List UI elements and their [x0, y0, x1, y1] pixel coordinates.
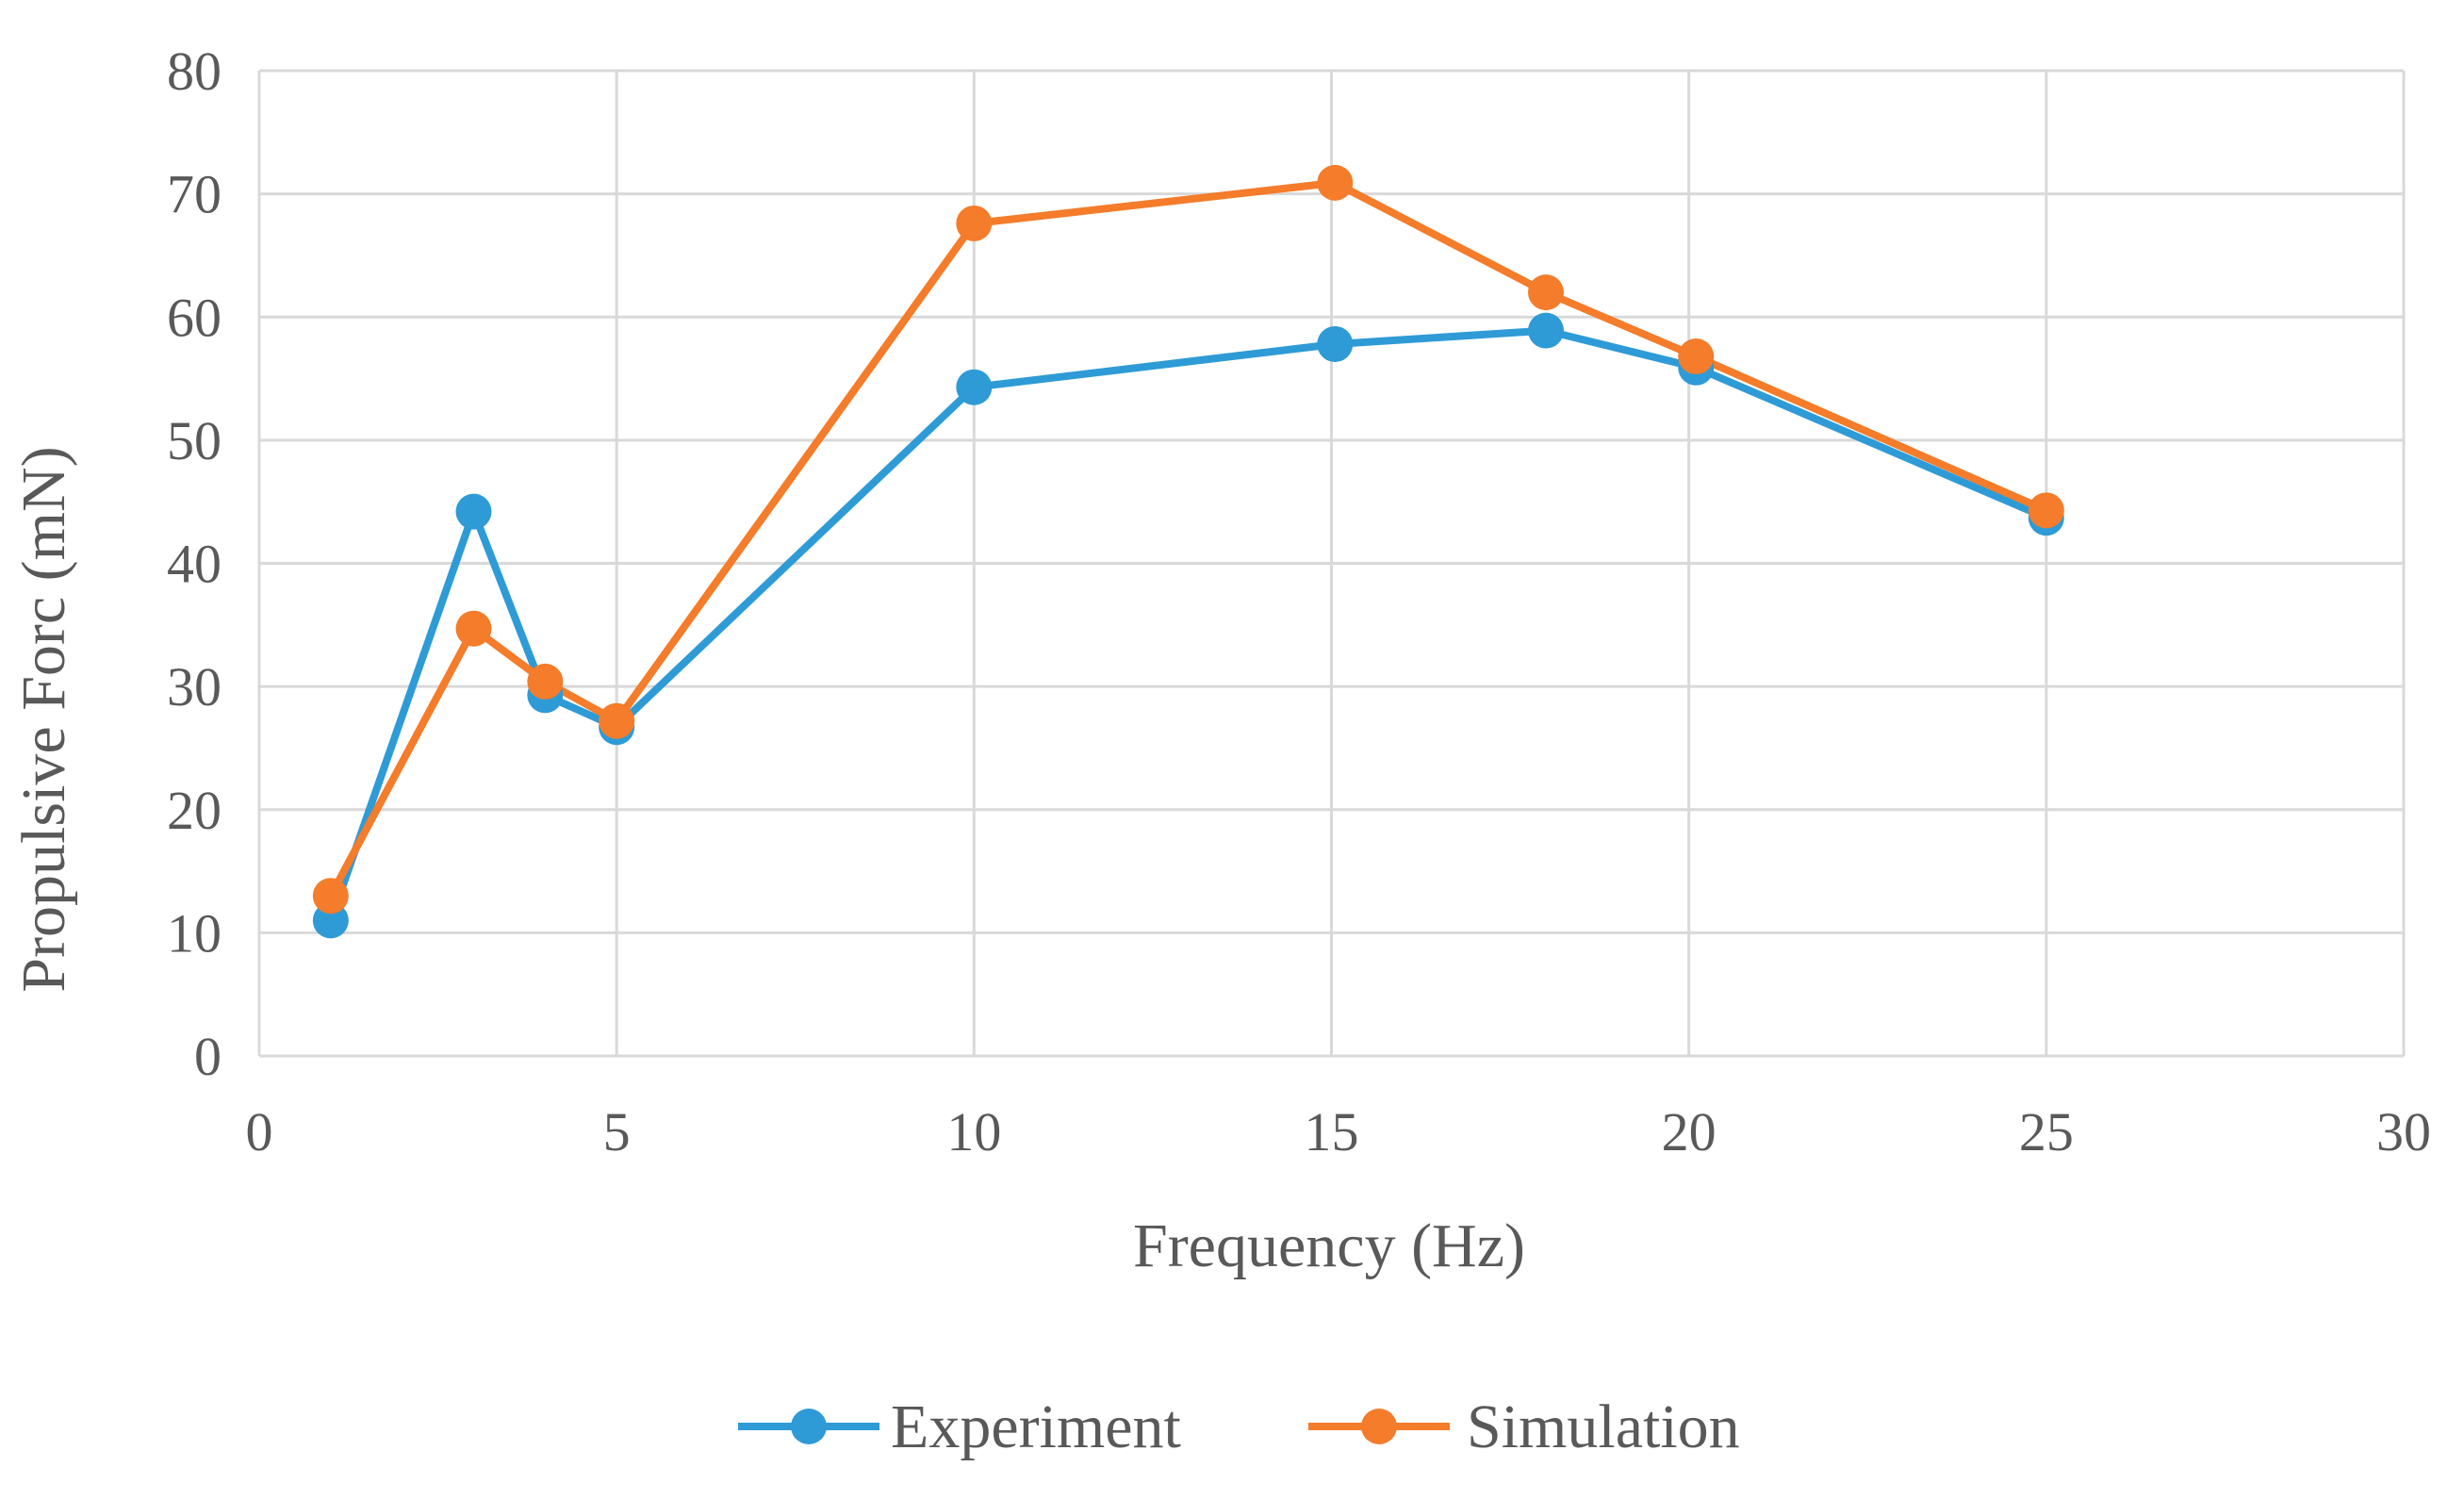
x-tick-label-20: 20	[1662, 1101, 1717, 1162]
y-tick-label-0: 0	[194, 1026, 222, 1087]
x-tick-label-0: 0	[246, 1101, 273, 1162]
x-tick-label-25: 25	[2019, 1101, 2074, 1162]
y-tick-label-20: 20	[167, 780, 222, 841]
data-point-simulation-3[interactable]	[599, 702, 635, 739]
series-line-simulation	[326, 178, 2050, 900]
data-point-experiment-1[interactable]	[455, 493, 492, 530]
y-tick-label-40: 40	[167, 534, 222, 595]
y-tick-label-60: 60	[167, 287, 222, 348]
x-tick-label-30: 30	[2376, 1101, 2431, 1162]
x-tick-label-10: 10	[946, 1101, 1001, 1162]
data-point-simulation-2[interactable]	[527, 663, 564, 700]
y-tick-label-80: 80	[167, 41, 222, 102]
data-point-experiment-4[interactable]	[956, 369, 993, 405]
legend-swatch-marker-simulation	[1361, 1409, 1397, 1444]
x-tick-label-15: 15	[1305, 1101, 1359, 1162]
gridlines	[257, 69, 2406, 1058]
data-point-simulation-8[interactable]	[2028, 492, 2064, 529]
y-tick-label-70: 70	[167, 164, 222, 225]
legend-item-experiment[interactable]: Experiment	[738, 1393, 1181, 1461]
legend-item-simulation[interactable]: Simulation	[1308, 1393, 1740, 1461]
data-point-simulation-5[interactable]	[1317, 164, 1354, 201]
data-point-simulation-7[interactable]	[1678, 338, 1715, 375]
data-point-experiment-0[interactable]	[312, 902, 349, 939]
series-line-experiment	[326, 326, 2050, 925]
x-tick-label-5: 5	[603, 1101, 631, 1162]
data-point-simulation-4[interactable]	[956, 205, 993, 241]
data-point-experiment-5[interactable]	[1317, 325, 1354, 362]
legend-swatch-marker-experiment	[791, 1409, 827, 1444]
legend: Experiment Simulation	[738, 1393, 1740, 1461]
series-markers	[312, 164, 2064, 939]
x-tick-labels: 0 5 10 15 20 25 30	[246, 1101, 2432, 1162]
y-axis-title: Propulsive Forc (mN)	[9, 446, 78, 992]
data-point-experiment-6[interactable]	[1528, 312, 1564, 349]
data-point-simulation-1[interactable]	[455, 610, 492, 647]
x-axis-title: Frequency (Hz)	[1133, 1212, 1525, 1280]
legend-label-simulation: Simulation	[1467, 1393, 1740, 1461]
y-tick-label-50: 50	[167, 410, 222, 471]
y-tick-labels: 0 10 20 30 40 50 60 70 80	[167, 41, 222, 1087]
y-tick-label-30: 30	[167, 656, 222, 717]
y-tick-label-10: 10	[167, 902, 222, 964]
legend-label-experiment: Experiment	[891, 1393, 1181, 1461]
data-point-simulation-6[interactable]	[1528, 274, 1564, 311]
data-point-simulation-0[interactable]	[312, 878, 349, 915]
